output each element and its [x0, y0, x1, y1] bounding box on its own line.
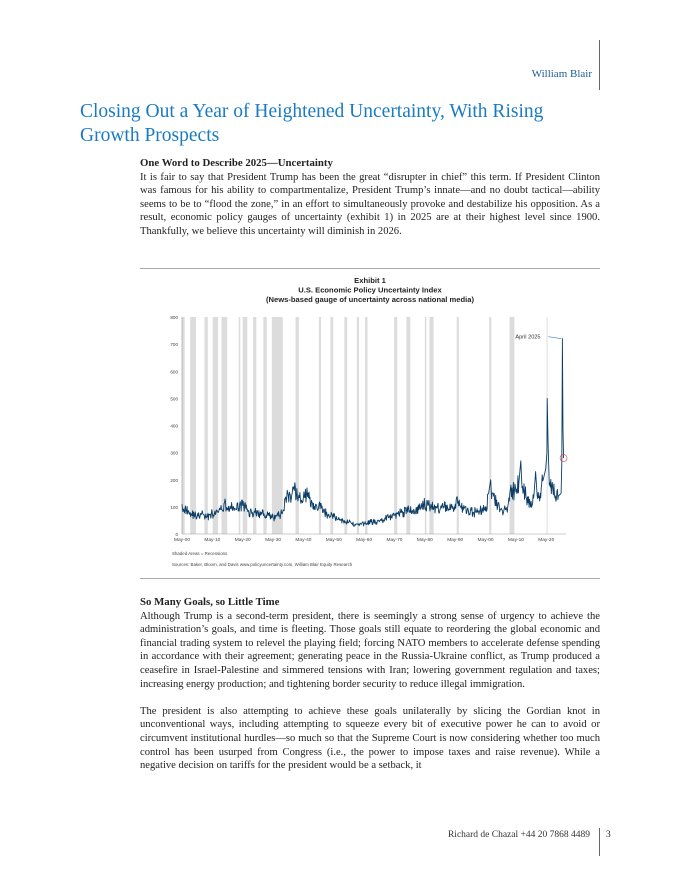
- paragraph: Although Trump is a second-term presiden…: [140, 610, 600, 690]
- chart-title-line: (News-based gauge of uncertainty across …: [266, 295, 475, 304]
- recession-band: [204, 317, 208, 534]
- y-tick-label: 600: [170, 369, 178, 374]
- exhibit-bottom-rule: [140, 578, 600, 579]
- recession-band: [212, 317, 219, 534]
- highlight-circle: [559, 454, 568, 462]
- section-goals: So Many Goals, so Little Time Although T…: [140, 596, 600, 786]
- recession-band: [406, 317, 411, 534]
- x-tick-label: May-50: [326, 537, 342, 543]
- page-number: 3: [606, 830, 611, 840]
- exhibit-1-chart: Exhibit 1U.S. Economic Policy Uncertaint…: [170, 276, 568, 567]
- annotation-arrow: [548, 336, 562, 339]
- exhibit-top-rule: [140, 268, 600, 269]
- recession-band: [253, 317, 257, 534]
- paragraph: It is fair to say that President Trump h…: [140, 171, 600, 237]
- x-tick-label: May-00: [478, 537, 494, 543]
- y-tick-label: 0: [175, 532, 178, 537]
- recession-band: [190, 317, 196, 534]
- recession-band: [429, 317, 434, 534]
- x-tick-label: May-40: [295, 537, 311, 543]
- x-tick-label: May-80: [417, 537, 433, 543]
- paragraph: The president is also attempting to achi…: [140, 705, 600, 772]
- recession-band: [344, 317, 348, 534]
- series-line: [181, 338, 565, 527]
- recession-band: [295, 317, 299, 534]
- y-tick-label: 300: [170, 451, 178, 456]
- x-tick-label: May-10: [508, 537, 524, 543]
- footer-divider: [599, 828, 600, 856]
- recession-band: [330, 317, 334, 534]
- recession-band: [356, 317, 359, 534]
- x-tick-label: May-10: [204, 537, 220, 543]
- section-uncertainty: One Word to Describe 2025—Uncertainty It…: [140, 157, 600, 252]
- recession-band: [509, 317, 515, 534]
- y-tick-label: 700: [170, 342, 178, 347]
- recession-band: [242, 317, 248, 534]
- chart-note: Sources: Baker, Bloom, and Davis www.pol…: [172, 562, 353, 567]
- section-heading: One Word to Describe 2025—Uncertainty: [140, 157, 333, 169]
- section-heading: So Many Goals, so Little Time: [140, 596, 280, 608]
- recession-band: [424, 317, 427, 534]
- y-tick-label: 500: [170, 396, 178, 401]
- header-divider: [599, 40, 600, 90]
- x-tick-label: May-20: [538, 537, 554, 543]
- header-brand: William Blair: [531, 68, 592, 80]
- recession-band: [182, 317, 185, 534]
- chart-title-line: Exhibit 1: [354, 276, 386, 285]
- recession-band: [271, 317, 283, 534]
- recession-band: [365, 317, 368, 534]
- chart-title-line: U.S. Economic Policy Uncertainty Index: [298, 286, 442, 295]
- footer-author: Richard de Chazal +44 20 7868 4489: [447, 830, 590, 840]
- x-tick-label: May-90: [447, 537, 463, 543]
- annotation-label: April 2025: [515, 335, 540, 341]
- chart-note: Shaded Areas = Recessions: [172, 551, 228, 556]
- page-title: Closing Out a Year of Heightened Uncerta…: [80, 101, 544, 146]
- recession-band: [263, 317, 267, 534]
- recession-band: [318, 317, 322, 534]
- recession-band: [394, 317, 398, 534]
- y-tick-label: 200: [170, 478, 178, 483]
- recession-band: [456, 317, 459, 534]
- recession-band: [221, 317, 228, 534]
- y-tick-label: 100: [170, 505, 178, 510]
- y-tick-label: 800: [170, 315, 178, 320]
- x-tick-label: May-60: [356, 537, 372, 543]
- y-tick-label: 400: [170, 424, 178, 429]
- x-tick-label: May-00: [174, 537, 190, 543]
- x-tick-label: May-20: [235, 537, 251, 543]
- x-tick-label: May-70: [386, 537, 402, 543]
- recession-band: [489, 317, 492, 534]
- recession-band: [238, 317, 241, 534]
- x-tick-label: May-30: [265, 537, 281, 543]
